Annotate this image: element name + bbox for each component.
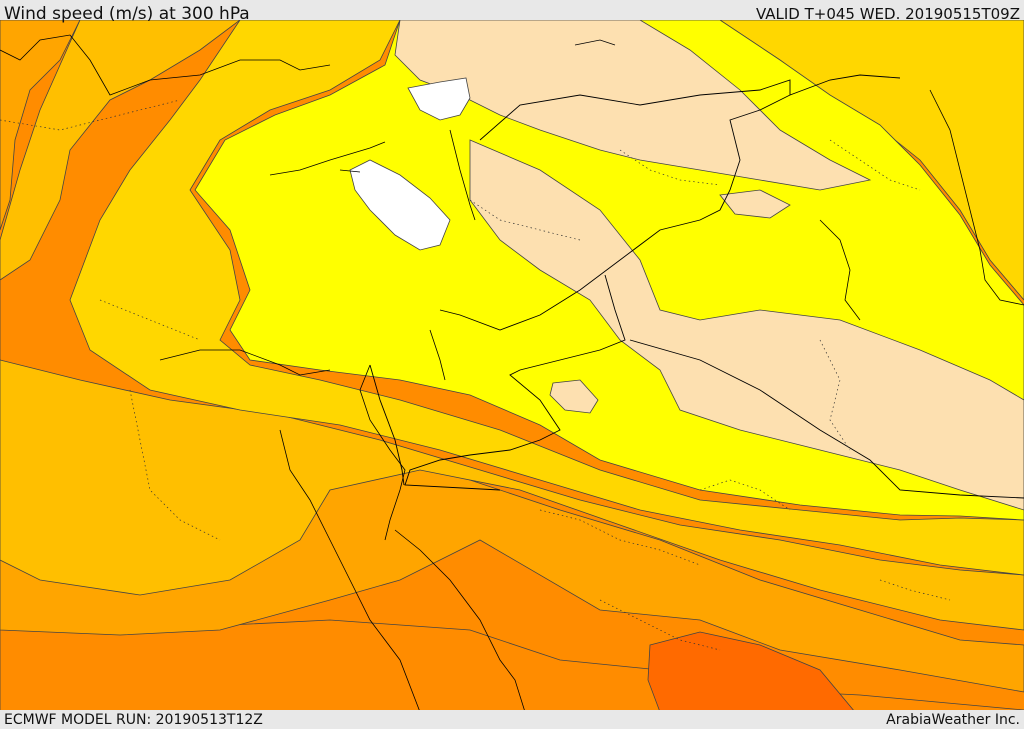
- band-white-2: [349, 159, 451, 251]
- model-run-label: ECMWF MODEL RUN: 20190513T12Z: [4, 712, 263, 728]
- internal-borders: [0, 99, 951, 651]
- band-deep-orange-patch: [647, 631, 856, 712]
- wind-speed-map: [0, 20, 1024, 712]
- header-bar: [0, 0, 1024, 22]
- band-white-1: [407, 77, 471, 121]
- valid-time-label: VALID T+045 WED. 20190515T09Z: [755, 5, 1020, 23]
- footer-bar: [0, 710, 1024, 729]
- band-amber: [0, 20, 1024, 631]
- credit-label: ArabiaWeather Inc.: [886, 712, 1020, 728]
- band-tan: [394, 20, 1024, 511]
- coastlines: [0, 34, 1024, 712]
- political-borders: [369, 74, 1024, 499]
- map-title: Wind speed (m/s) at 300 hPa: [4, 4, 250, 24]
